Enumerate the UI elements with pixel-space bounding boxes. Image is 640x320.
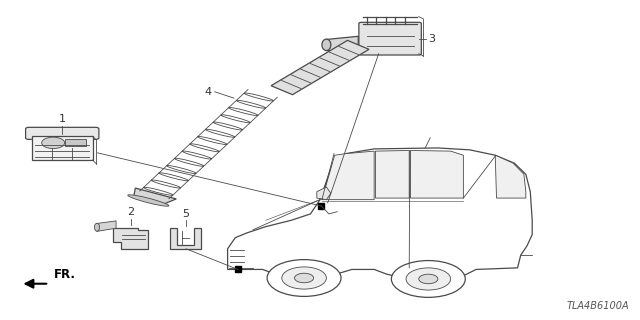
Ellipse shape [322,39,331,51]
Text: 5: 5 [182,209,189,219]
Ellipse shape [95,223,100,231]
Polygon shape [97,221,116,231]
Polygon shape [134,188,176,204]
Circle shape [392,260,465,297]
Polygon shape [271,40,369,95]
Circle shape [419,274,438,284]
FancyBboxPatch shape [65,139,86,146]
Polygon shape [317,187,331,200]
Polygon shape [326,36,358,52]
Ellipse shape [128,195,169,206]
Polygon shape [170,228,201,249]
Text: 1: 1 [59,114,66,124]
Circle shape [294,273,314,283]
Polygon shape [495,155,526,198]
FancyBboxPatch shape [26,127,99,140]
FancyBboxPatch shape [32,136,93,160]
Circle shape [267,260,341,296]
FancyBboxPatch shape [359,22,421,55]
Polygon shape [228,148,532,280]
Text: 2: 2 [127,207,134,217]
Circle shape [42,137,65,148]
Text: 3: 3 [428,34,435,44]
Circle shape [282,267,326,289]
Text: FR.: FR. [54,268,76,281]
Polygon shape [410,150,463,198]
Text: TLA4B6100A: TLA4B6100A [566,301,629,311]
Circle shape [406,268,451,290]
Polygon shape [113,228,148,249]
Text: 4: 4 [205,87,212,97]
Polygon shape [322,151,374,200]
Polygon shape [376,150,409,198]
